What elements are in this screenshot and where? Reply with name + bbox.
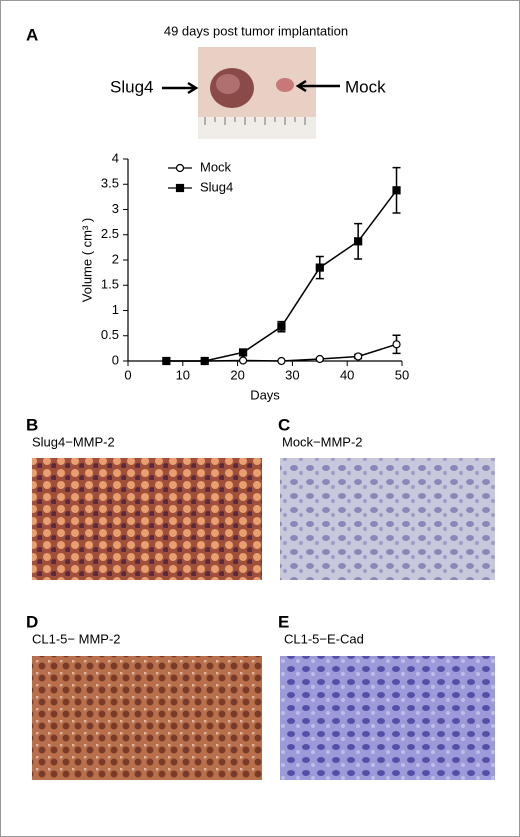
marker <box>277 322 286 331</box>
y-tick-label: 2.5 <box>101 226 119 241</box>
panel-letter: D <box>26 612 38 631</box>
y-tick-label: 3 <box>112 201 119 216</box>
marker <box>200 356 209 366</box>
arrow <box>162 81 199 95</box>
panel-caption: CL1-5−E-Cad <box>284 631 364 646</box>
x-tick-label: 40 <box>340 367 354 382</box>
y-tick-label: 1.5 <box>101 277 119 292</box>
x-tick-label: 20 <box>230 367 244 382</box>
tumor-photo <box>198 47 316 139</box>
marker <box>392 186 401 195</box>
arrow <box>295 79 340 93</box>
y-tick-label: 1 <box>112 302 119 317</box>
marker <box>238 348 248 357</box>
x-tick-label: 30 <box>285 367 299 382</box>
x-tick-label: 0 <box>124 367 131 382</box>
micrograph <box>280 458 495 580</box>
panel-caption: Mock−MMP-2 <box>282 434 363 449</box>
marker <box>354 237 363 246</box>
y-tick-label: 2 <box>112 251 119 266</box>
legend-marker <box>175 163 185 173</box>
panel-letter: B <box>26 415 38 434</box>
marker <box>238 356 248 365</box>
x-tick-label: 50 <box>395 367 409 382</box>
y-tick-label: 0.5 <box>101 327 119 342</box>
panel-letter: A <box>26 25 38 44</box>
x-tick-label: 10 <box>176 367 190 382</box>
micrograph <box>280 656 495 780</box>
photo-label: Slug4 <box>110 77 153 96</box>
y-tick-label: 4 <box>112 150 119 165</box>
marker <box>315 263 324 272</box>
panel-caption: 49 days post tumor implantation <box>164 23 348 38</box>
micrograph <box>32 656 262 780</box>
panel-caption: CL1-5− MMP-2 <box>32 631 121 646</box>
axes <box>127 159 402 362</box>
x-axis-label: Days <box>250 387 280 402</box>
marker <box>392 340 401 349</box>
panel-letter: E <box>278 612 289 631</box>
y-tick-label: 3.5 <box>101 176 119 191</box>
panel-letter: C <box>278 415 290 434</box>
y-axis-label: Volume ( cm³ ) <box>79 218 94 303</box>
marker <box>354 352 363 361</box>
marker <box>277 356 286 366</box>
marker <box>162 356 171 366</box>
legend-label: Mock <box>200 159 232 174</box>
panel-caption: Slug4−MMP-2 <box>32 434 115 449</box>
marker <box>315 354 324 364</box>
micrograph <box>32 458 262 580</box>
series-line <box>166 189 398 362</box>
legend-marker <box>175 183 185 193</box>
photo-label: Mock <box>345 77 386 96</box>
legend-label: Slug4 <box>200 179 233 194</box>
y-tick-label: 0 <box>112 352 119 367</box>
